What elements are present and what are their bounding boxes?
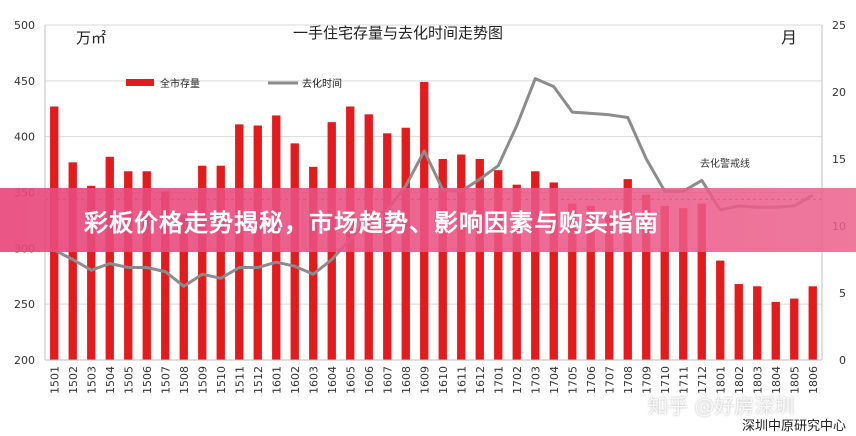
- x-tick-label: 1602: [289, 366, 302, 394]
- x-tick-label: 1611: [455, 366, 468, 394]
- y-left-tick-label: 500: [14, 19, 35, 32]
- legend-bar-label: 全市存量: [160, 77, 200, 90]
- legend-line-label: 去化时间: [302, 77, 342, 90]
- legend: 全市存量 去化时间: [126, 77, 342, 90]
- x-tick-label: 1709: [640, 366, 653, 394]
- x-tick-label: 1603: [307, 366, 320, 394]
- bar: [457, 154, 466, 360]
- x-tick-label: 1705: [566, 366, 579, 394]
- x-tick-label: 1702: [511, 366, 524, 394]
- y-left-tick-label: 400: [14, 131, 35, 144]
- bar: [494, 170, 503, 360]
- bar: [790, 298, 799, 360]
- legend-bar-swatch: [126, 79, 154, 86]
- x-tick-label: 1605: [344, 366, 357, 394]
- y-right-tick-label: 0: [839, 354, 846, 367]
- bar: [549, 182, 558, 360]
- x-tick-label: 1607: [381, 366, 394, 394]
- x-tick-label: 1511: [233, 366, 246, 394]
- x-tick-label: 1712: [696, 366, 709, 394]
- right-unit-label: 月: [781, 28, 797, 47]
- bar: [734, 284, 743, 360]
- left-unit-label: 万㎡: [76, 29, 106, 47]
- x-tick-label: 1609: [418, 366, 431, 394]
- chart-texts: 一手住宅存量与去化时间走势图 万㎡ 月: [76, 24, 797, 47]
- bar: [679, 208, 688, 360]
- bar: [605, 214, 614, 360]
- bar: [512, 184, 521, 360]
- x-tick-label: 1710: [659, 366, 672, 394]
- x-tick-label: 1803: [751, 366, 764, 394]
- bar: [808, 286, 817, 360]
- x-tick-label: 1508: [178, 366, 191, 394]
- y-right-tick-label: 5: [839, 287, 846, 300]
- source-label: 深圳中原研究中心: [742, 419, 846, 434]
- x-tick-label: 1608: [400, 366, 413, 394]
- bar: [142, 171, 151, 360]
- x-tick-label: 1707: [603, 366, 616, 394]
- x-tick-label: 1612: [474, 366, 487, 394]
- x-tick-label: 1610: [437, 366, 450, 394]
- bar: [438, 159, 447, 360]
- y-right-tick-label: 25: [832, 19, 846, 32]
- x-tick-label: 1701: [492, 366, 505, 394]
- x-tick-label: 1704: [548, 366, 561, 394]
- x-tick-label: 1503: [85, 366, 98, 394]
- y-left-tick-label: 250: [14, 298, 35, 311]
- bar: [771, 301, 780, 360]
- x-tick-label: 1801: [714, 366, 727, 394]
- y-left-tick-label: 450: [14, 75, 35, 88]
- bar: [568, 203, 577, 360]
- bar: [124, 171, 133, 360]
- x-tick-label: 1510: [215, 366, 228, 394]
- x-tick-label: 1711: [677, 366, 690, 394]
- x-tick-label: 1504: [104, 366, 117, 394]
- bar: [531, 171, 540, 360]
- bar: [623, 179, 632, 360]
- x-tick-label: 1506: [141, 366, 154, 394]
- bar: [660, 205, 669, 360]
- x-tick-label: 1512: [252, 366, 265, 394]
- x-tick-label: 1501: [48, 366, 61, 394]
- x-tick-label: 1708: [622, 366, 635, 394]
- warning-line-label: 去化警戒线: [700, 157, 750, 170]
- watermark: 知乎 @好房深圳: [648, 394, 795, 418]
- x-tick-label: 1806: [807, 366, 820, 394]
- bar: [753, 286, 762, 360]
- x-tick-label: 1606: [363, 366, 376, 394]
- banner-title: 彩板价格走势揭秘，市场趋势、影响因素与购买指南: [84, 209, 659, 237]
- x-tick-label: 1505: [122, 366, 135, 394]
- bar: [586, 205, 595, 360]
- x-tick-label: 1706: [585, 366, 598, 394]
- x-tick-label: 1805: [788, 366, 801, 394]
- bar: [309, 166, 318, 360]
- chart-title: 一手住宅存量与去化时间走势图: [293, 24, 503, 42]
- bar: [697, 203, 706, 360]
- x-tick-label: 1703: [529, 366, 542, 394]
- x-tick-label: 1502: [67, 366, 80, 394]
- warning-line-group: 去化警戒线: [45, 157, 822, 200]
- bar: [198, 165, 207, 360]
- x-tick-label: 1507: [159, 366, 172, 394]
- title-banner: [0, 188, 856, 252]
- bar: [716, 260, 725, 360]
- axes: 2002503003504004505000510152025150115021…: [14, 19, 846, 394]
- bar: [105, 156, 114, 360]
- bar: [642, 194, 651, 360]
- x-tick-label: 1802: [733, 366, 746, 394]
- y-right-tick-label: 20: [832, 86, 846, 99]
- bar: [216, 165, 225, 360]
- bar: [475, 159, 484, 360]
- x-tick-label: 1604: [326, 366, 339, 394]
- x-tick-label: 1804: [770, 366, 783, 394]
- bar: [87, 185, 96, 360]
- x-tick-label: 1601: [270, 366, 283, 394]
- y-right-tick-label: 15: [832, 153, 846, 166]
- y-left-tick-label: 200: [14, 354, 35, 367]
- x-tick-label: 1509: [196, 366, 209, 394]
- bar: [161, 191, 170, 360]
